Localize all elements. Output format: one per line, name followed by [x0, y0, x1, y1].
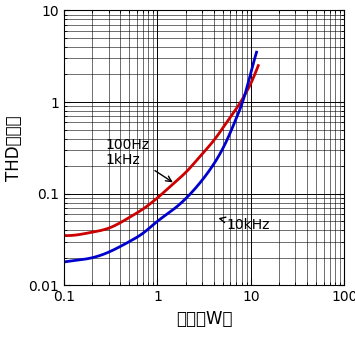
Text: 10kHz: 10kHz [220, 217, 270, 232]
Y-axis label: THD（％）: THD（％） [5, 115, 23, 181]
Text: 100Hz
1kHz: 100Hz 1kHz [106, 138, 171, 182]
X-axis label: 出力（W）: 出力（W） [176, 310, 233, 328]
